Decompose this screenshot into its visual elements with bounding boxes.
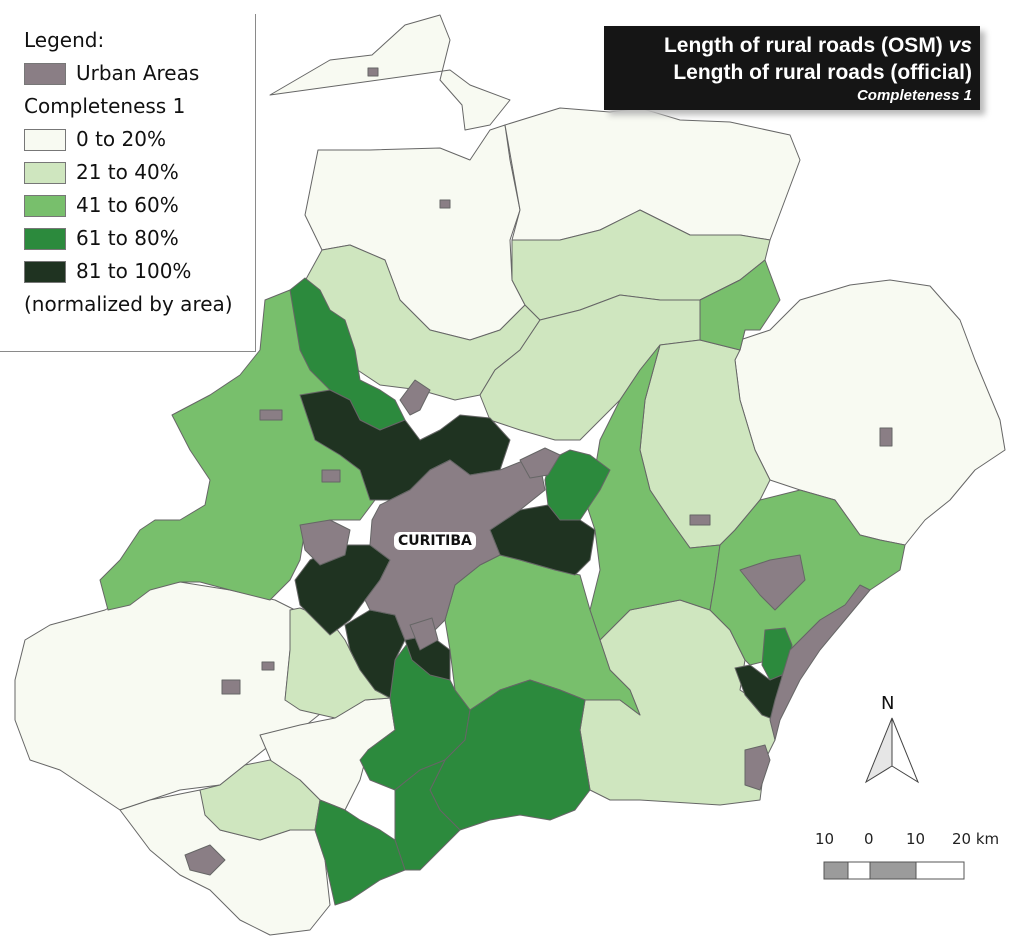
- legend-swatch-urban: [24, 62, 66, 85]
- title-line-3: Completeness 1: [856, 87, 972, 104]
- legend-item-class-4: 61 to 80%: [24, 222, 255, 255]
- region-northwest-green: [289, 277, 406, 431]
- legend-label-class-4: 61 to 80%: [76, 226, 179, 250]
- urban-small-5: [221, 679, 241, 695]
- urban-west: [299, 519, 351, 566]
- legend-label-class-3: 41 to 60%: [76, 193, 179, 217]
- title-line-2: Length of rural roads (official): [673, 61, 972, 84]
- urban-small-4: [879, 427, 893, 447]
- map-legend: Legend: Urban Areas Completeness 1 0 to …: [0, 14, 256, 352]
- urban-small-7: [689, 514, 711, 526]
- city-label-curitiba: CURITIBA: [394, 532, 476, 550]
- scale-segment-4: [915, 861, 965, 880]
- legend-item-class-1: 0 to 20%: [24, 123, 255, 156]
- legend-heading: Legend:: [24, 28, 105, 52]
- urban-small-1: [367, 67, 379, 77]
- legend-swatch-class-1: [24, 128, 66, 151]
- region-southwest-green: [314, 799, 406, 906]
- region-east-green: [544, 449, 611, 521]
- legend-swatch-class-2: [24, 161, 66, 184]
- urban-small-2: [439, 199, 451, 209]
- title-line-1-text: Length of rural roads (OSM): [663, 34, 949, 57]
- scale-label-2: 0: [864, 830, 874, 848]
- urban-curitiba: [364, 459, 546, 641]
- legend-note: (normalized by area): [24, 292, 233, 316]
- scale-segment-2: [847, 861, 871, 880]
- urban-sw: [184, 844, 226, 876]
- north-label: N: [881, 693, 895, 714]
- region-east-medium-strip: [699, 259, 781, 351]
- scale-segment-1: [823, 861, 849, 880]
- legend-completeness-heading: Completeness 1: [24, 94, 186, 118]
- urban-coast-1: [769, 584, 871, 741]
- region-north-top: [269, 14, 511, 131]
- region-east-dark: [489, 504, 596, 576]
- legend-item-urban: Urban Areas: [24, 57, 255, 90]
- map-title-box: Length of rural roads (OSM) vs Length of…: [604, 26, 980, 110]
- legend-label-class-5: 81 to 100%: [76, 259, 192, 283]
- region-north-dark: [299, 389, 511, 501]
- scale-label-1: 10: [815, 830, 835, 848]
- legend-label-class-1: 0 to 20%: [76, 127, 166, 151]
- urban-coast-2: [744, 744, 771, 791]
- north-arrow-icon: [864, 717, 920, 784]
- urban-se: [409, 617, 439, 651]
- legend-item-class-3: 41 to 60%: [24, 189, 255, 222]
- urban-east-blob: [739, 554, 806, 611]
- urban-small-3: [259, 409, 283, 421]
- title-line-1: Length of rural roads (OSM) vs: [604, 32, 972, 59]
- legend-swatch-class-3: [24, 194, 66, 217]
- scale-label-3: 10: [906, 830, 926, 848]
- title-vs: vs: [948, 34, 972, 57]
- urban-small-8: [321, 469, 341, 483]
- legend-swatch-class-4: [24, 227, 66, 250]
- legend-item-class-5: 81 to 100%: [24, 255, 255, 288]
- scale-label-4: 20 km: [952, 830, 1000, 848]
- legend-swatch-class-5: [24, 260, 66, 283]
- legend-label-urban: Urban Areas: [76, 61, 200, 85]
- scale-segment-3: [869, 861, 917, 880]
- legend-label-class-2: 21 to 40%: [76, 160, 179, 184]
- urban-east-2: [519, 447, 561, 479]
- legend-item-class-2: 21 to 40%: [24, 156, 255, 189]
- urban-north: [399, 379, 431, 416]
- urban-small-6: [261, 661, 275, 671]
